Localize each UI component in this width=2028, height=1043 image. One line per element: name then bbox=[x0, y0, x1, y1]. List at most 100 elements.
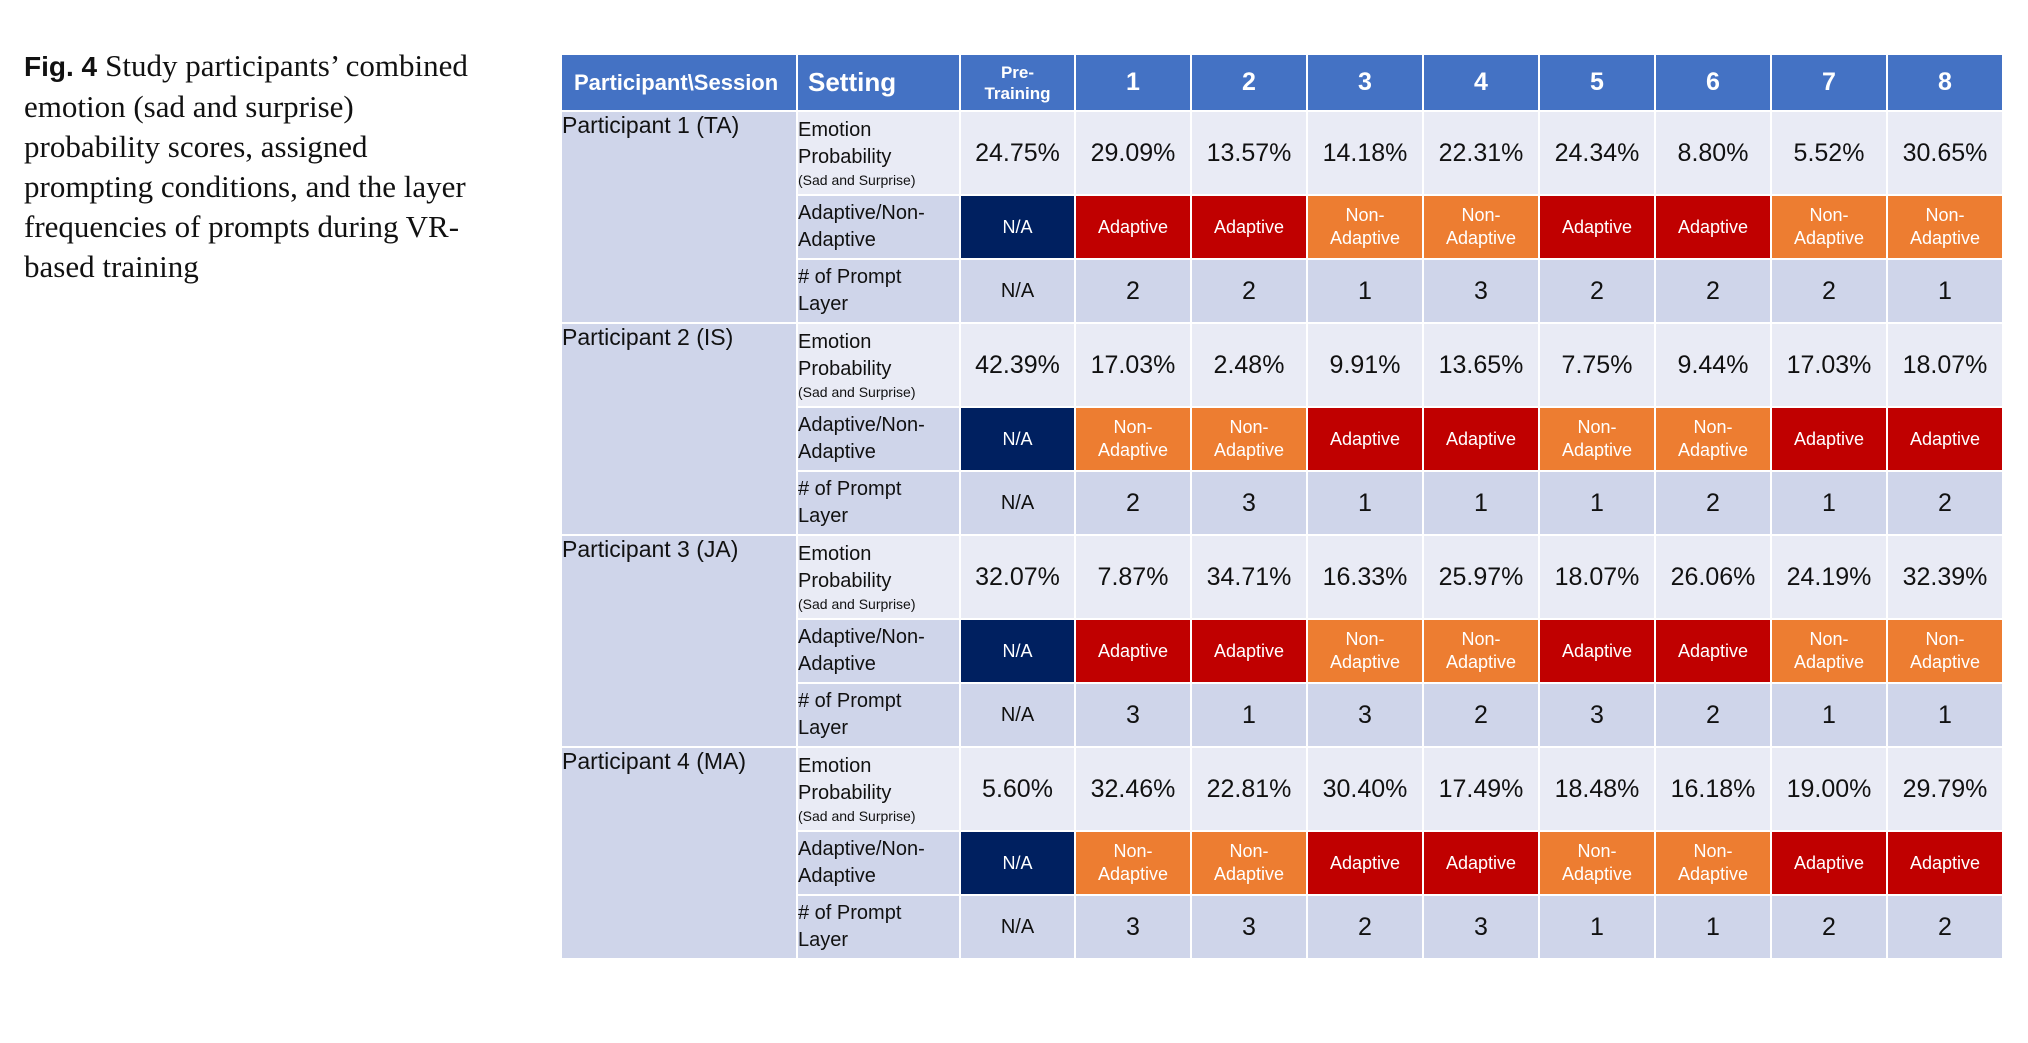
prompt-layer-value: 2 bbox=[1654, 470, 1772, 536]
table-row: Adaptive/Non- Adaptive N/A Adaptive Adaptive… bbox=[561, 618, 2004, 684]
condition-non-line2: Adaptive bbox=[1329, 228, 1401, 248]
condition-non-adaptive: Non- Adaptive bbox=[1306, 194, 1424, 260]
caption-text: Study participants’ combined emotion (sa… bbox=[24, 48, 468, 284]
prompt-layer-value: 1 bbox=[1306, 258, 1424, 324]
setting-adaptive-line2: Adaptive bbox=[798, 865, 876, 887]
prompt-layer-value: 1 bbox=[1422, 470, 1540, 536]
condition-non-line2: Adaptive bbox=[1097, 864, 1169, 884]
setting-prompt-line1: # of Prompt bbox=[798, 266, 902, 288]
condition-non-line1: Non- bbox=[1461, 629, 1501, 649]
emotion-value: 17.03% bbox=[1074, 322, 1192, 408]
prompt-layer-value: 2 bbox=[1190, 258, 1308, 324]
condition-non-adaptive: Non- Adaptive bbox=[1886, 194, 2004, 260]
header-participant-session: Participant\Session bbox=[560, 53, 798, 112]
setting-prompt-line2: Layer bbox=[798, 505, 849, 527]
prompt-layer-value: N/A bbox=[959, 894, 1076, 960]
condition-adaptive: Adaptive bbox=[1306, 406, 1424, 472]
setting-prompt-line2: Layer bbox=[798, 293, 849, 315]
emotion-value: 42.39% bbox=[959, 322, 1076, 408]
setting-adaptive: Adaptive/Non- Adaptive bbox=[796, 618, 961, 684]
condition-non-adaptive: Non- Adaptive bbox=[1190, 406, 1308, 472]
condition-adaptive: Adaptive bbox=[1770, 830, 1888, 896]
condition-adaptive: Adaptive bbox=[1886, 406, 2004, 472]
setting-adaptive: Adaptive/Non- Adaptive bbox=[796, 830, 961, 896]
emotion-value: 26.06% bbox=[1654, 534, 1772, 620]
prompt-layer-value: 2 bbox=[1074, 258, 1192, 324]
condition-non-line2: Adaptive bbox=[1909, 228, 1981, 248]
condition-non-line2: Adaptive bbox=[1677, 864, 1749, 884]
prompt-layer-value: 1 bbox=[1886, 682, 2004, 748]
prompt-layer-value: 1 bbox=[1538, 470, 1656, 536]
setting-emotion-sub: (Sad and Surprise) bbox=[798, 596, 916, 612]
condition-non-line1: Non- bbox=[1113, 417, 1153, 437]
emotion-value: 16.33% bbox=[1306, 534, 1424, 620]
condition-non-line1: Non- bbox=[1693, 417, 1733, 437]
condition-non-line1: Non- bbox=[1345, 205, 1385, 225]
condition-non-line2: Adaptive bbox=[1793, 228, 1865, 248]
table-row: # of Prompt Layer N/A 2 2 1 3 2 2 2 1 bbox=[561, 258, 2004, 324]
condition-adaptive: Adaptive bbox=[1654, 618, 1772, 684]
emotion-value: 13.65% bbox=[1422, 322, 1540, 408]
condition-non-line2: Adaptive bbox=[1097, 440, 1169, 460]
condition-non-line2: Adaptive bbox=[1561, 864, 1633, 884]
header-row: Participant\Session Setting Pre- Training… bbox=[560, 53, 2004, 112]
condition-non-adaptive: Non- Adaptive bbox=[1538, 406, 1656, 472]
figure-caption: Fig. 4 Study participants’ combined emoti… bbox=[24, 46, 484, 287]
condition-adaptive: Adaptive bbox=[1074, 194, 1192, 260]
setting-adaptive-line1: Adaptive/Non- bbox=[798, 626, 925, 648]
prompt-layer-value: 2 bbox=[1654, 258, 1772, 324]
prompt-layer-value: N/A bbox=[959, 258, 1076, 324]
condition-non-line2: Adaptive bbox=[1213, 440, 1285, 460]
condition-non-line2: Adaptive bbox=[1329, 652, 1401, 672]
prompt-layer-value: 3 bbox=[1306, 682, 1424, 748]
setting-emotion-line1: Emotion bbox=[798, 119, 872, 141]
emotion-value: 24.34% bbox=[1538, 110, 1656, 196]
prompt-layer-value: 2 bbox=[1538, 258, 1656, 324]
setting-emotion-probability: Emotion Probability (Sad and Surprise) bbox=[796, 534, 961, 620]
condition-na: N/A bbox=[959, 194, 1076, 260]
condition-non-line1: Non- bbox=[1229, 841, 1269, 861]
header-session-8: 8 bbox=[1886, 53, 2004, 112]
condition-non-adaptive: Non- Adaptive bbox=[1886, 618, 2004, 684]
table-row: Adaptive/Non- Adaptive N/A Non- Adaptive Non-… bbox=[561, 830, 2004, 896]
emotion-value: 9.44% bbox=[1654, 322, 1772, 408]
emotion-value: 13.57% bbox=[1190, 110, 1308, 196]
setting-adaptive-line2: Adaptive bbox=[798, 653, 876, 675]
setting-emotion-line2: Probability bbox=[798, 358, 892, 380]
condition-non-adaptive: Non- Adaptive bbox=[1306, 618, 1424, 684]
participant-name: Participant 3 (JA) bbox=[560, 534, 798, 748]
emotion-value: 17.03% bbox=[1770, 322, 1888, 408]
prompt-layer-value: 3 bbox=[1074, 894, 1192, 960]
emotion-value: 29.79% bbox=[1886, 746, 2004, 832]
header-session-6: 6 bbox=[1654, 53, 1772, 112]
condition-non-adaptive: Non- Adaptive bbox=[1190, 830, 1308, 896]
prompt-layer-value: 2 bbox=[1074, 470, 1192, 536]
condition-non-line1: Non- bbox=[1809, 629, 1849, 649]
prompt-layer-value: 2 bbox=[1422, 682, 1540, 748]
condition-non-adaptive: Non- Adaptive bbox=[1538, 830, 1656, 896]
emotion-value: 30.65% bbox=[1886, 110, 2004, 196]
emotion-value: 22.81% bbox=[1190, 746, 1308, 832]
prompt-layer-value: 1 bbox=[1190, 682, 1308, 748]
setting-emotion-probability: Emotion Probability (Sad and Surprise) bbox=[796, 746, 961, 832]
condition-non-adaptive: Non- Adaptive bbox=[1654, 406, 1772, 472]
prompt-layer-value: 1 bbox=[1770, 470, 1888, 536]
emotion-value: 17.49% bbox=[1422, 746, 1540, 832]
condition-adaptive: Adaptive bbox=[1886, 830, 2004, 896]
prompt-layer-value: 1 bbox=[1538, 894, 1656, 960]
setting-adaptive-line2: Adaptive bbox=[798, 441, 876, 463]
condition-non-adaptive: Non- Adaptive bbox=[1770, 618, 1888, 684]
emotion-value: 29.09% bbox=[1074, 110, 1192, 196]
prompt-layer-value: 1 bbox=[1306, 470, 1424, 536]
prompt-layer-value: 1 bbox=[1886, 258, 2004, 324]
condition-adaptive: Adaptive bbox=[1074, 618, 1192, 684]
condition-non-line1: Non- bbox=[1113, 841, 1153, 861]
prompt-layer-value: 2 bbox=[1306, 894, 1424, 960]
condition-adaptive: Adaptive bbox=[1538, 618, 1656, 684]
prompt-layer-value: 3 bbox=[1074, 682, 1192, 748]
condition-adaptive: Adaptive bbox=[1538, 194, 1656, 260]
setting-emotion-probability: Emotion Probability (Sad and Surprise) bbox=[796, 322, 961, 408]
setting-emotion-line2: Probability bbox=[798, 782, 892, 804]
setting-prompt-layer: # of Prompt Layer bbox=[796, 894, 961, 960]
setting-emotion-line1: Emotion bbox=[798, 755, 872, 777]
